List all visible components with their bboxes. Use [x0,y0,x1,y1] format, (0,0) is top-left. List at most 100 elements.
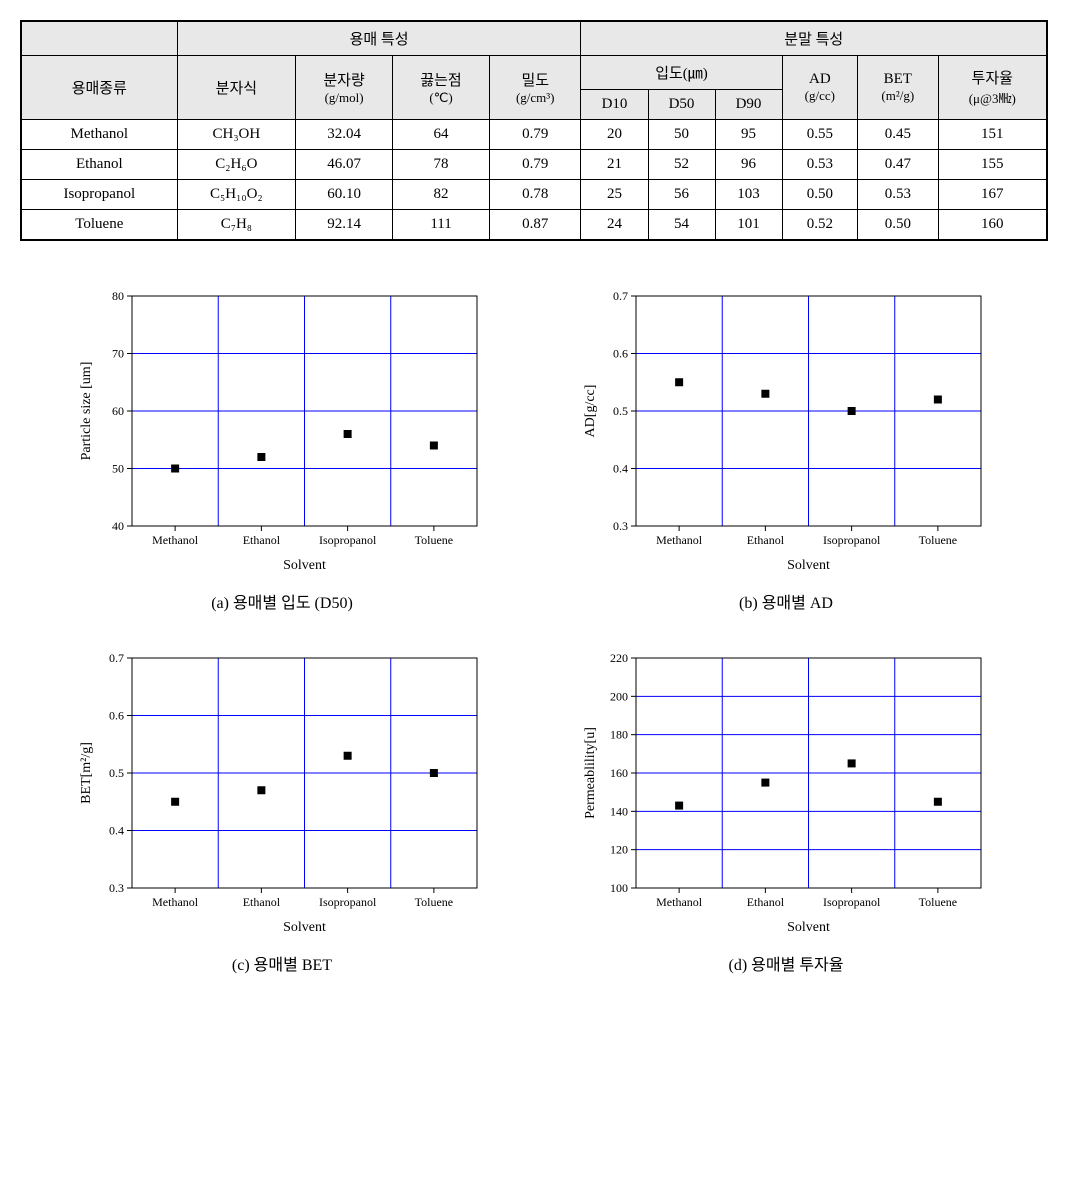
svg-text:Isopropanol: Isopropanol [319,533,377,547]
svg-text:AD[g/cc]: AD[g/cc] [583,385,598,438]
table-cell-bp: 111 [393,210,490,241]
table-cell-ad: 0.53 [782,150,858,180]
svg-text:Solvent: Solvent [283,920,326,935]
table-cell-solvent: Ethanol [21,150,177,180]
table-cell-bet: 0.50 [858,210,938,241]
table-cell-mw: 60.10 [296,180,393,210]
solvent-properties-table: 용매 특성 분말 특성 용매종류 분자식 분자량 (g/mol) 끓는점 (℃)… [20,20,1048,241]
svg-text:Toluene: Toluene [415,895,453,909]
svg-text:160: 160 [610,766,628,780]
table-cell-solvent: Toluene [21,210,177,241]
th-d90: D90 [715,90,782,120]
table-cell-perm: 167 [938,180,1047,210]
table-row: IsopropanolC₅H₁₀O₂60.10820.7825561030.50… [21,180,1047,210]
svg-text:Methanol: Methanol [152,895,199,909]
table-cell-d10: 21 [581,150,648,180]
chart-d-wrapper: 100 120 140 160 180 200 220 Methanol Ethanol Isop… [564,643,1008,975]
svg-text:Methanol: Methanol [656,533,703,547]
table-cell-bp: 82 [393,180,490,210]
svg-text:Solvent: Solvent [283,558,326,573]
svg-text:140: 140 [610,804,628,818]
svg-text:0.4: 0.4 [109,824,124,838]
svg-text:Methanol: Methanol [152,533,199,547]
table-cell-dens: 0.78 [490,180,581,210]
th-solvent-type: 용매종류 [21,56,177,120]
svg-text:BET[m²/g]: BET[m²/g] [79,742,94,804]
svg-text:Ethanol: Ethanol [747,533,785,547]
svg-text:Solvent: Solvent [787,558,830,573]
svg-text:0.3: 0.3 [109,881,124,895]
th-mol-weight: 분자량 (g/mol) [296,56,393,120]
svg-text:Isopropanol: Isopropanol [823,895,881,909]
svg-text:100: 100 [610,881,628,895]
table-cell-bp: 78 [393,150,490,180]
table-cell-d90: 96 [715,150,782,180]
table-cell-solvent: Isopropanol [21,180,177,210]
table-cell-formula: C₅H₁₀O₂ [177,180,295,210]
table-cell-mw: 92.14 [296,210,393,241]
table-cell-bet: 0.53 [858,180,938,210]
table-cell-mw: 32.04 [296,120,393,150]
th-particle-size: 입도(㎛) [581,56,782,90]
chart-c-caption: (c) 용매별 BET [232,951,332,975]
svg-text:0.7: 0.7 [109,651,124,665]
th-ad: AD (g/cc) [782,56,858,120]
table-cell-perm: 151 [938,120,1047,150]
table-cell-d10: 20 [581,120,648,150]
table-cell-dens: 0.79 [490,150,581,180]
charts-grid: 4050607080MethanolEthanolIsopropanolTolu… [20,281,1048,975]
chart-c: 0.30.40.50.60.7MethanolEthanolIsopropano… [72,643,492,943]
svg-text:Methanol: Methanol [656,895,703,909]
svg-text:220: 220 [610,651,628,665]
table-cell-d10: 25 [581,180,648,210]
svg-text:Permeablility[u]: Permeablility[u] [583,727,598,819]
table-row: MethanolCH₃OH32.04640.792050950.550.4515… [21,120,1047,150]
svg-text:200: 200 [610,689,628,703]
th-bet: BET (m²/g) [858,56,938,120]
table-cell-bet: 0.45 [858,120,938,150]
svg-text:Ethanol: Ethanol [243,533,281,547]
chart-d: 100 120 140 160 180 200 220 Methanol Ethanol Isop… [576,643,996,943]
th-boiling-point: 끓는점 (℃) [393,56,490,120]
chart-b-wrapper: 0.30.40.50.60.7MethanolEthanolIsopropano… [564,281,1008,613]
table-cell-d50: 50 [648,120,715,150]
table-cell-bet: 0.47 [858,150,938,180]
svg-text:0.3: 0.3 [613,519,628,533]
chart-a-caption: (a) 용매별 입도 (D50) [211,589,353,613]
svg-text:120: 120 [610,843,628,857]
table-cell-d90: 103 [715,180,782,210]
table-cell-dens: 0.87 [490,210,581,241]
table-row: EthanolC₂H₆O46.07780.792152960.530.47155 [21,150,1047,180]
svg-text:60: 60 [112,404,124,418]
table-cell-formula: CH₃OH [177,120,295,150]
svg-text:180: 180 [610,728,628,742]
chart-b-caption: (b) 용매별 AD [739,589,833,613]
svg-text:Particle size [um]: Particle size [um] [79,362,94,461]
chart-c-wrapper: 0.30.40.50.60.7MethanolEthanolIsopropano… [60,643,504,975]
svg-text:0.7: 0.7 [613,289,628,303]
svg-text:Ethanol: Ethanol [243,895,281,909]
table-cell-ad: 0.50 [782,180,858,210]
table-cell-perm: 155 [938,150,1047,180]
svg-text:Toluene: Toluene [919,533,957,547]
th-permeability: 투자율 (μ@3㎒) [938,56,1047,120]
svg-text:80: 80 [112,289,124,303]
svg-text:50: 50 [112,462,124,476]
svg-text:Isopropanol: Isopropanol [319,895,377,909]
svg-text:Ethanol: Ethanol [747,895,785,909]
svg-text:0.6: 0.6 [613,347,628,361]
table-cell-dens: 0.79 [490,120,581,150]
table-cell-d90: 95 [715,120,782,150]
table-cell-d50: 54 [648,210,715,241]
table-cell-solvent: Methanol [21,120,177,150]
svg-text:Toluene: Toluene [415,533,453,547]
chart-b: 0.30.40.50.60.7MethanolEthanolIsopropano… [576,281,996,581]
th-d10: D10 [581,90,648,120]
table-cell-ad: 0.52 [782,210,858,241]
svg-text:0.5: 0.5 [613,404,628,418]
table-cell-d10: 24 [581,210,648,241]
th-solvent-props: 용매 특성 [177,21,581,56]
table-cell-d90: 101 [715,210,782,241]
svg-text:70: 70 [112,347,124,361]
table-cell-formula: C₇H₈ [177,210,295,241]
